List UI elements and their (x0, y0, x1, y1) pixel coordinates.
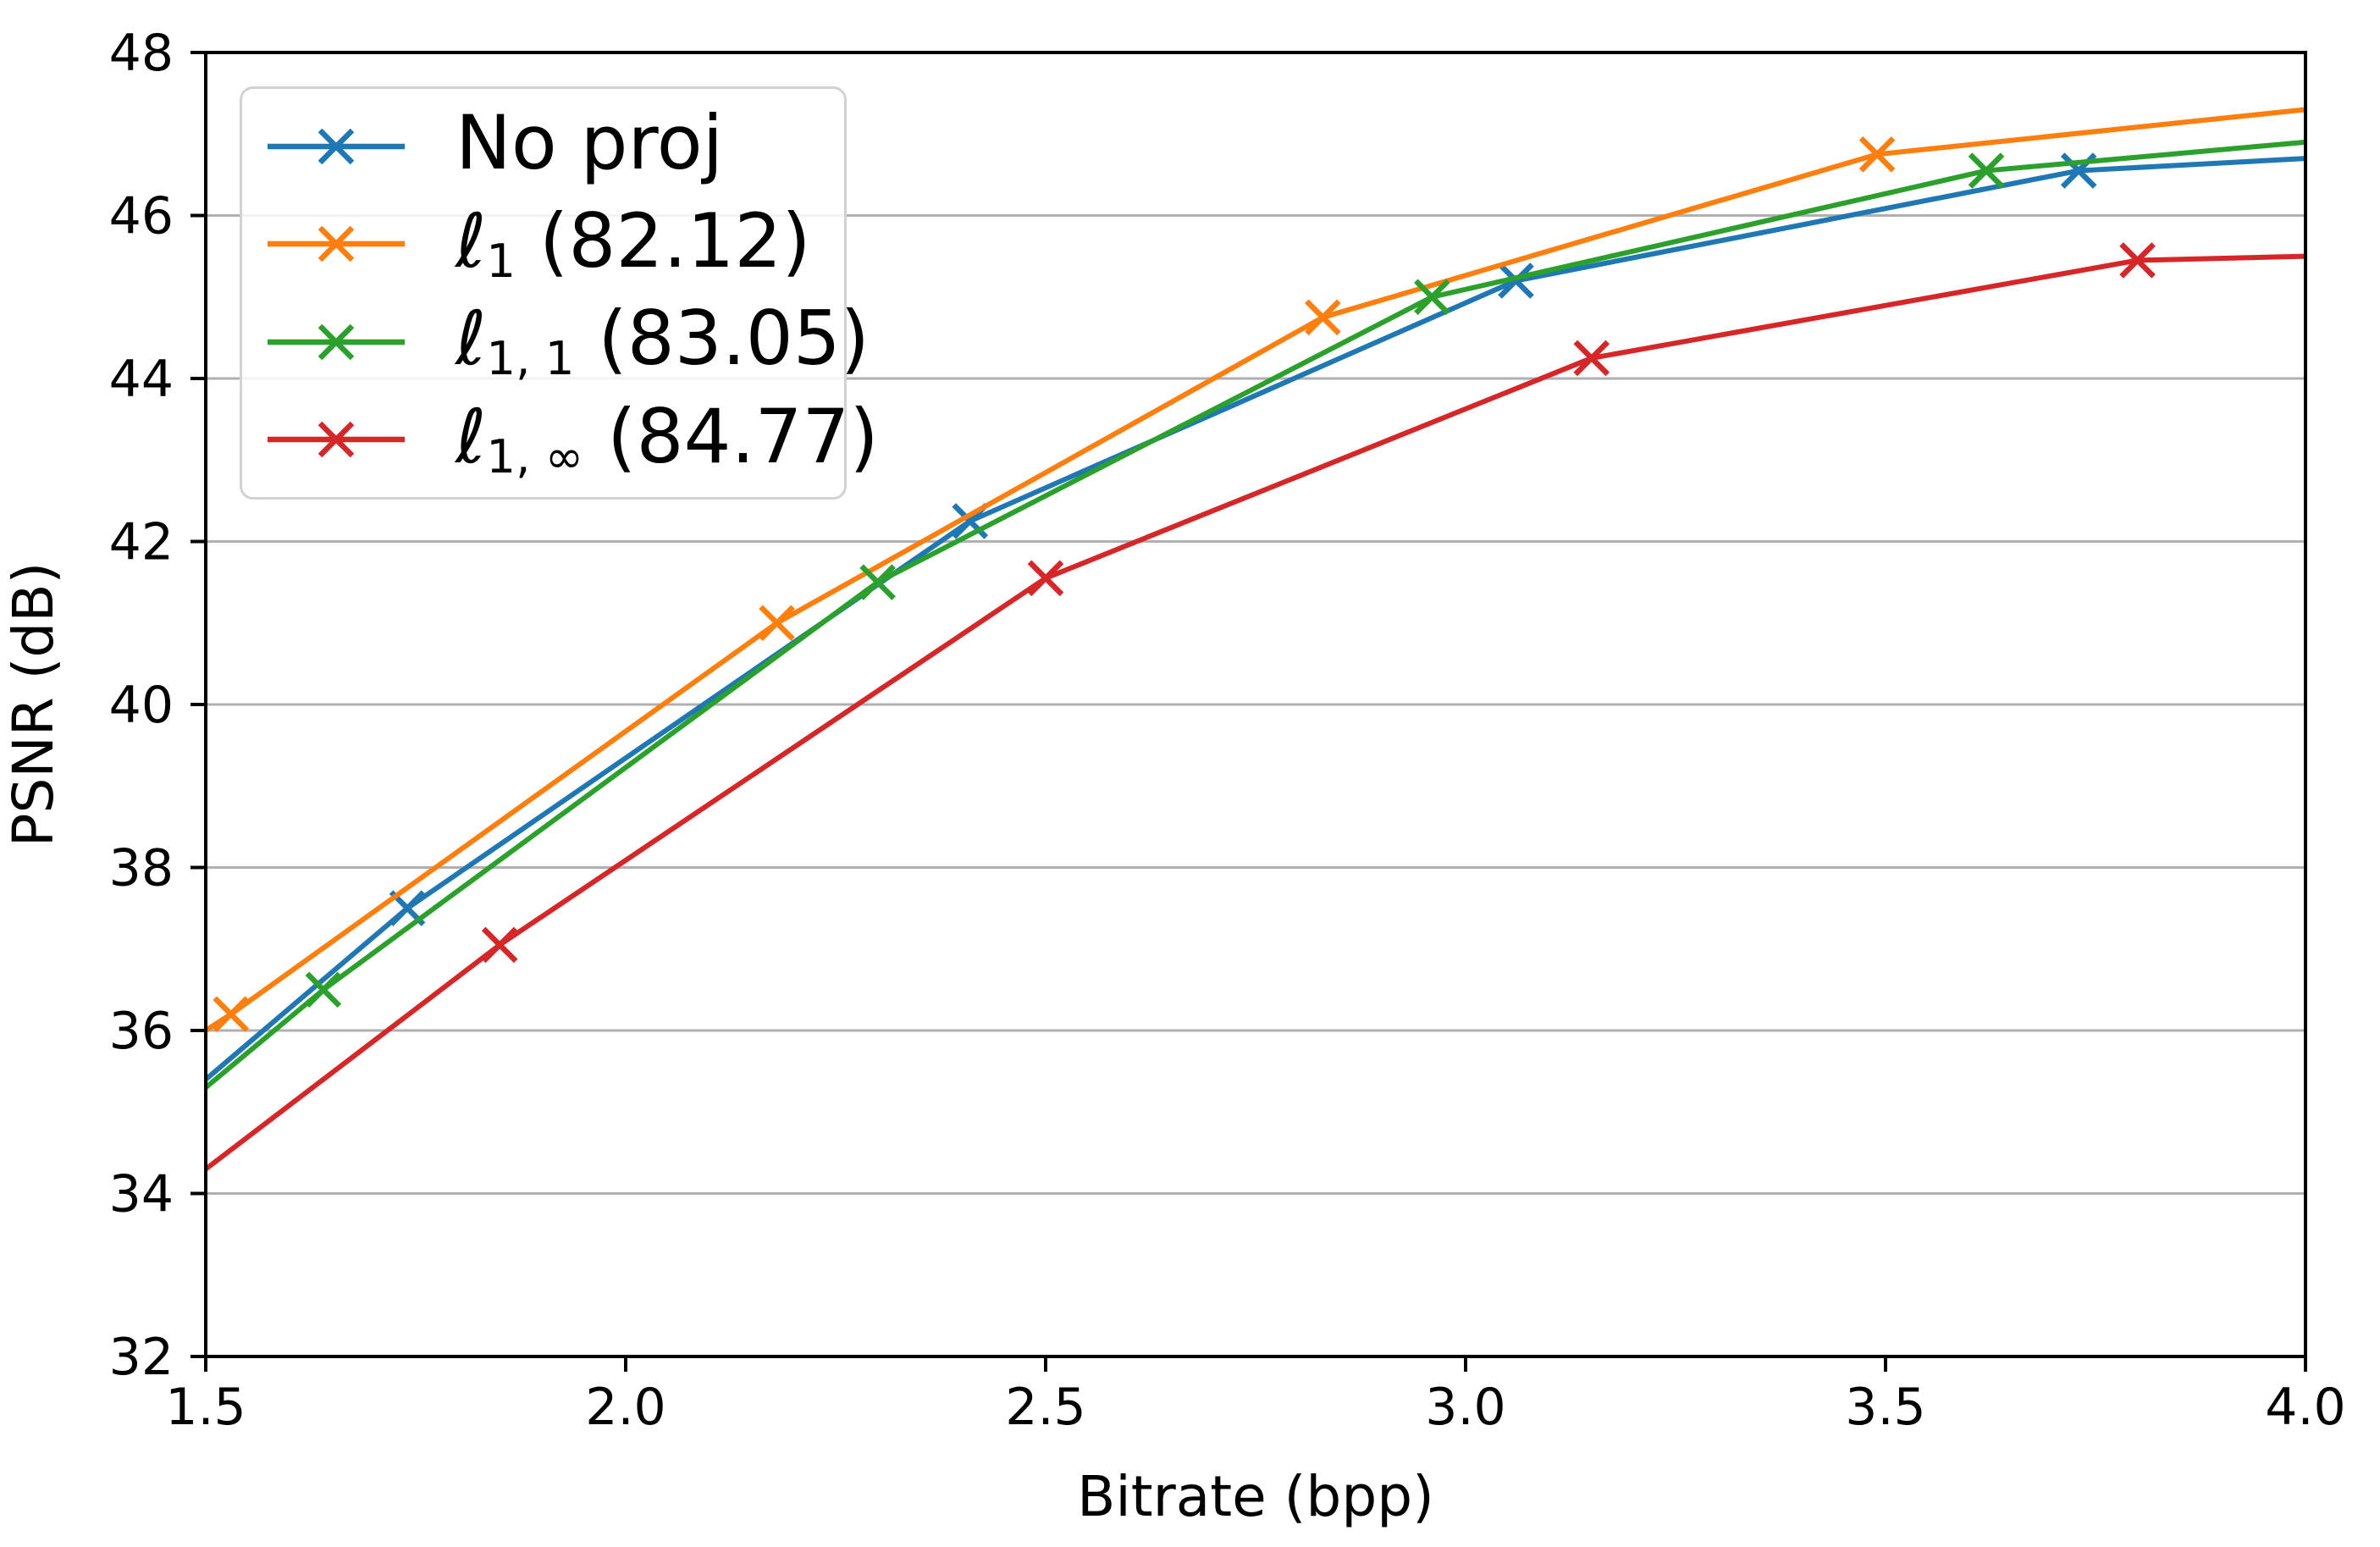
legend-item-l1-inf: ℓ1, ∞ (84.77) (264, 392, 879, 487)
line-x-marker-icon (268, 421, 405, 458)
x-tick-label: 2.0 (585, 1378, 665, 1437)
x-tick-label: 4.0 (2265, 1378, 2345, 1437)
y-tick-label: 38 (109, 839, 174, 898)
legend-label: ℓ1, 1 (83.05) (456, 301, 870, 382)
x-tick-label: 2.5 (1005, 1378, 1085, 1437)
y-tick-label: 42 (109, 513, 174, 572)
series-line-l1,1 (83.05) (206, 139, 2305, 1090)
legend-label: ℓ1, ∞ (84.77) (456, 399, 879, 483)
y-tick-label: 46 (109, 187, 174, 246)
y-tick-label: 34 (109, 1165, 174, 1224)
x-tick-label: 3.0 (1425, 1378, 1505, 1437)
legend-label-suffix: (82.12) (516, 196, 811, 285)
legend-label: ℓ1 (82.12) (456, 203, 811, 288)
y-axis-label: PSNR (dB) (1, 562, 66, 848)
x-axis-label: Bitrate (bpp) (1077, 1464, 1434, 1529)
legend-label-text: No proj (456, 99, 724, 187)
series-line-l1,inf (84.77) (206, 253, 2305, 1172)
legend-label-suffix: (83.05) (574, 295, 870, 383)
legend-label-suffix: (84.77) (583, 392, 879, 480)
y-tick-label: 36 (109, 1002, 174, 1061)
series-markers-No proj (389, 152, 2097, 926)
legend: No proj ℓ1 (82.12) ℓ1, 1 (83.05) ℓ1, ∞ (… (240, 86, 879, 500)
y-tick-label: 32 (109, 1328, 174, 1387)
legend-item-l1-1: ℓ1, 1 (83.05) (264, 295, 870, 390)
legend-label-text: ℓ (456, 196, 487, 285)
legend-label-text: ℓ (456, 392, 487, 480)
series-markers-l1,1 (83.05) (305, 152, 2005, 1008)
series-line-No proj (206, 156, 2305, 1082)
x-tick-label: 1.5 (165, 1378, 246, 1437)
y-tick-label: 44 (109, 350, 174, 409)
legend-item-no-proj: No proj (264, 99, 844, 194)
tick-layer: 32 34 36 38 40 42 44 46 48 1.5 2.0 2.5 3.0 3.5 4.0 (109, 24, 2346, 1437)
x-tick-label: 3.5 (1845, 1378, 1925, 1437)
line-x-marker-icon (268, 128, 405, 165)
series-layer (206, 107, 2305, 1172)
legend-label-sub: 1, ∞ (486, 428, 584, 483)
legend-label-text: ℓ (456, 295, 487, 383)
series-markers-l1 (82.12) (213, 136, 1896, 1033)
legend-label-sub: 1, 1 (486, 331, 575, 386)
line-x-marker-icon (268, 225, 405, 262)
series-markers-l1,inf (84.77) (481, 242, 2156, 964)
legend-label-sub: 1 (486, 233, 516, 288)
y-tick-label: 48 (109, 24, 174, 83)
legend-label: No proj (456, 106, 723, 186)
line-x-marker-icon (268, 323, 405, 361)
legend-item-l1: ℓ1 (82.12) (264, 196, 844, 291)
y-tick-label: 40 (109, 676, 174, 735)
